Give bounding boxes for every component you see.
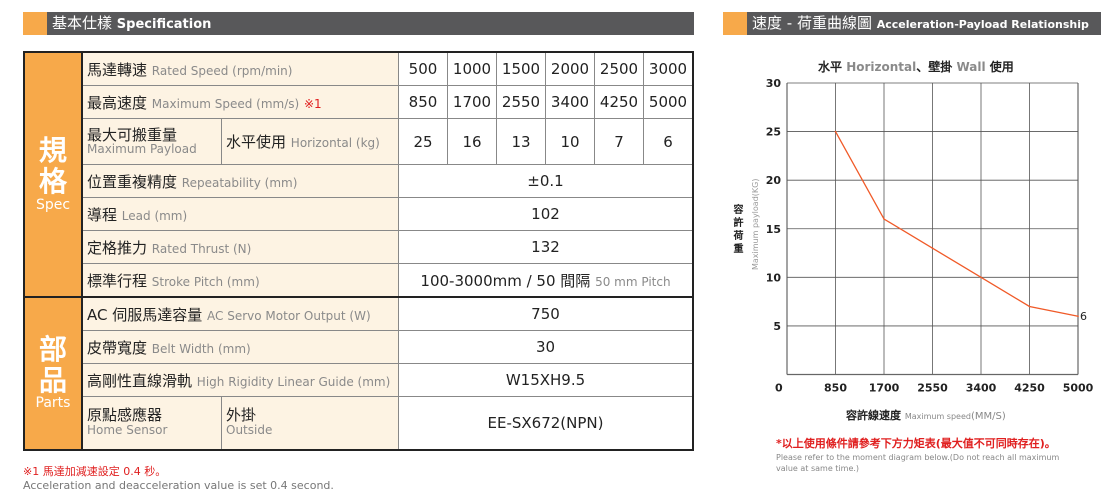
label-belt: 皮帶寬度 Belt Width (mm) (81, 330, 399, 364)
label-repeatability: 位置重複精度 Repeatability (mm) (81, 164, 399, 198)
x-tick-label: 4250 (1014, 382, 1045, 395)
value-cell: 6 (643, 118, 694, 165)
data-point (1077, 315, 1079, 318)
chart-note-zh: *以上使用條件請參考下方力矩表(最大值不可同時存在)。 (776, 436, 1056, 450)
spec-header: 基本仕樣 Specification (23, 12, 694, 35)
header-accent (23, 12, 47, 35)
y-tick-label: 20 (766, 174, 782, 187)
x-axis-label: 容許線速度 Maximum speed(MM/S) (845, 408, 1006, 422)
spec-title-zh: 基本仕樣 (52, 14, 113, 32)
table-row: 部品 Parts AC 伺服馬達容量 AC Servo Motor Output … (23, 296, 694, 450)
value-cell: 2500 (594, 51, 644, 86)
table-row: 原點感應器 Home Sensor 外掛 Outside EE-SX672(NPN) (24, 396, 694, 450)
payload-chart: 水平 Horizontal、壁掛 Wall 使用 Maximum payload… (751, 59, 1094, 473)
spec-title-en: Specification (116, 17, 212, 32)
data-point (834, 130, 837, 133)
label-stroke: 標準行程 Stroke Pitch (mm) (81, 263, 399, 298)
label-motor: AC 伺服馬達容量 AC Servo Motor Output (W) (81, 296, 399, 331)
value-cell: ±0.1 (398, 164, 694, 198)
category-parts: 部品 Parts (23, 296, 83, 450)
value-cell: 1000 (447, 51, 497, 86)
label-rated-speed: 馬達轉速 Rated Speed (rpm/min) (81, 51, 399, 86)
label-guide: 高剛性直線滑軌 High Rigidity Linear Guide (mm) (81, 363, 399, 397)
value-cell: 1700 (447, 85, 497, 119)
value-cell: 3000 (643, 51, 694, 86)
y-tick-label: 10 (766, 271, 782, 284)
label-horizontal: 水平使用 Horizontal (kg) (221, 118, 399, 165)
table-row: 高剛性直線滑軌 High Rigidity Linear Guide (mm) W… (24, 363, 694, 397)
value-cell: EE-SX672(NPN) (398, 396, 694, 450)
y-tick-label: 15 (766, 223, 781, 236)
x-tick-label: 5000 (1063, 382, 1094, 395)
value-cell: 132 (398, 230, 694, 264)
x-tick-label: 3400 (966, 382, 997, 395)
value-cell: 1500 (496, 51, 546, 86)
data-point (883, 218, 885, 220)
data-point (980, 276, 982, 279)
y-tick-label: 25 (766, 126, 781, 139)
y-axis-label-zh: 容許荷重 (731, 204, 742, 256)
label-sensor: 原點感應器 Home Sensor (81, 396, 222, 450)
chart-header: 速度 - 荷重曲線圖 Acceleration-Payload Relation… (723, 12, 1101, 35)
data-point (931, 247, 934, 249)
value-cell: 750 (398, 296, 694, 331)
footnote-en: Acceleration and deacceleration value is… (23, 479, 334, 492)
footnote-zh: ※1 馬達加減速設定 0.4 秒。 (23, 465, 167, 478)
value-cell: W15XH9.5 (398, 363, 694, 397)
x-tick-label: 850 (824, 382, 847, 395)
y-tick-label: 5 (773, 320, 781, 333)
label-thrust: 定格推力 Rated Thrust (N) (81, 230, 399, 264)
y-tick-label: 30 (766, 77, 782, 90)
table-row: 規格 Spec 馬達轉速 Rated Speed (rpm/min) 500 10… (23, 51, 694, 298)
value-cell: 500 (398, 51, 448, 86)
y-axis-label-en: Maximum payload(KG) (751, 179, 760, 270)
label-outside: 外掛 Outside (221, 396, 399, 450)
value-cell: 30 (398, 330, 694, 364)
chart-title: 水平 Horizontal、壁掛 Wall 使用 (818, 59, 1014, 74)
value-cell: 10 (545, 118, 595, 165)
value-cell: 2000 (545, 51, 595, 86)
series-line (834, 131, 1079, 317)
chart-title-zh: 速度 - 荷重曲線圖 (752, 14, 872, 32)
value-cell: 7 (594, 118, 644, 165)
value-cell: 16 (447, 118, 497, 165)
table-row: 皮帶寬度 Belt Width (mm) 30 (24, 330, 694, 364)
value-cell: 25 (398, 118, 448, 165)
x-tick-label: 1700 (869, 382, 900, 395)
x-tick-label: 0 (775, 382, 783, 395)
table-row: 標準行程 Stroke Pitch (mm) 100-3000mm / 50 間隔… (24, 263, 694, 298)
header-accent (723, 12, 747, 35)
label-lead: 導程 Lead (mm) (81, 197, 399, 231)
value-cell: 102 (398, 197, 694, 231)
value-cell: 4250 (594, 85, 644, 119)
table-row: 位置重複精度 Repeatability (mm) ±0.1 (24, 164, 694, 198)
value-cell: 100-3000mm / 50 間隔 50 mm Pitch (398, 263, 694, 298)
spec-table: 規格 Spec 馬達轉速 Rated Speed (rpm/min) 500 10… (23, 51, 694, 451)
value-cell: 850 (398, 85, 448, 119)
value-cell: 2550 (496, 85, 546, 119)
chart-note-en-2: value at same time.) (776, 464, 859, 473)
category-spec: 規格 Spec (23, 51, 83, 298)
table-row: 最大可搬重量 Maximum Payload 水平使用 Horizontal (k… (24, 118, 694, 165)
table-row: 導程 Lead (mm) 102 (24, 197, 694, 231)
chart-title-en: Acceleration-Payload Relationship (876, 18, 1089, 31)
label-payload: 最大可搬重量 Maximum Payload (81, 118, 222, 165)
data-point (1028, 305, 1031, 308)
end-value-label: 6 (1080, 310, 1087, 323)
value-cell: 5000 (643, 85, 694, 119)
x-tick-label: 2550 (917, 382, 948, 395)
table-row: 定格推力 Rated Thrust (N) 132 (24, 230, 694, 264)
value-cell: 3400 (545, 85, 595, 119)
chart-note-en: Please refer to the moment diagram below… (776, 453, 1060, 462)
value-cell: 13 (496, 118, 546, 165)
label-max-speed: 最高速度 Maximum Speed (mm/s) ※1 (81, 85, 399, 119)
table-row: 最高速度 Maximum Speed (mm/s) ※1 850 1700 25… (24, 85, 694, 119)
